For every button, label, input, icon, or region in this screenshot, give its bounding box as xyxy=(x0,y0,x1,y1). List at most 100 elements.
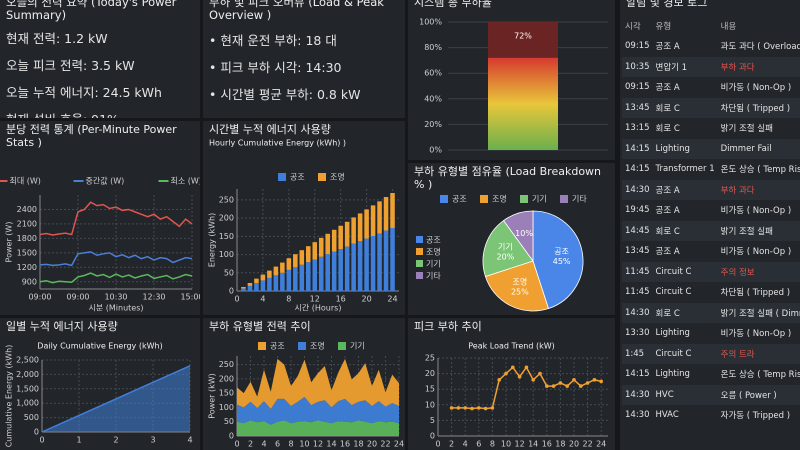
log-cell: 10:35 xyxy=(622,56,653,77)
summary-line: 오늘 피크 전력: 3.5 kW xyxy=(6,58,135,73)
x-tick-label: 20 xyxy=(569,440,579,449)
area-series xyxy=(237,420,399,436)
y-tick-label: 0% xyxy=(429,146,442,155)
slice-label: 25% xyxy=(511,287,529,296)
legend-label: 기기 xyxy=(350,342,365,351)
log-cell: 밝기 조절 실패 ( Dimmer ) xyxy=(717,302,800,323)
point xyxy=(497,378,501,382)
point xyxy=(592,378,597,382)
y-tick-label: 1500 xyxy=(17,248,37,257)
y-tick-label: 250 xyxy=(219,195,234,204)
x-tick-label: 4 xyxy=(260,295,265,304)
point xyxy=(524,365,529,370)
bar-segment xyxy=(273,275,279,291)
x-tick-label: 09:00 xyxy=(66,293,89,302)
log-row: 13:45 공조 A 비가동 ( Non-Op ) xyxy=(622,241,800,262)
slice-category: 조명 xyxy=(512,276,527,286)
bar-segment xyxy=(286,269,292,291)
legend-swatch xyxy=(318,173,326,181)
legend-swatch xyxy=(416,260,423,267)
log-cell: 공조 A xyxy=(655,247,680,258)
bar-segment xyxy=(293,254,298,268)
legend-label: 기기 xyxy=(532,195,547,204)
log-table: 시각 유형 내용 09:15 공조 A 과도 과다 ( Overload ) 10:35 변… xyxy=(622,16,800,426)
y-tick-label: 1,500 xyxy=(16,384,39,393)
log-row: 14:15 Lighting 온도 상승 ( Temp Rise ) xyxy=(622,364,800,385)
panel-title: 부하 유형별 전력 추이 xyxy=(209,320,311,333)
legend-label: 중간값 (W) xyxy=(86,176,125,186)
point xyxy=(504,371,508,376)
panel-title: 분당 전력 통계 (Per-Minute Power Stats ) xyxy=(6,123,177,149)
bar-segment xyxy=(383,230,389,291)
line-series xyxy=(39,251,193,267)
point xyxy=(517,374,522,379)
log-cell: 14:15 xyxy=(625,164,650,175)
chart-panel: 일별 누적 에너지 사용량 Daily Cumulative Energy (kW… xyxy=(0,318,200,450)
bar-segment xyxy=(312,242,318,260)
log-cell: Circuit C xyxy=(655,287,692,298)
overview-lines: • 현재 운전 부하: 18 대 • 피크 부하 시각: 14:30 • 시간별 평… xyxy=(209,30,360,111)
log-row: 13:45 회로 C 차단됨 ( Tripped ) xyxy=(622,97,800,118)
bar-segment xyxy=(364,238,369,291)
slice-category: 기기 xyxy=(498,243,513,252)
log-cell: Transformer 1 xyxy=(655,164,715,175)
bar-segment xyxy=(267,277,272,291)
x-tick-label: 8 xyxy=(288,440,293,449)
y-tick-label: 100 xyxy=(219,250,234,259)
pie-slice xyxy=(532,210,584,310)
chart: 0% 20% 40% 60% 80% 100% 72% xyxy=(419,18,608,155)
log-cell: Lighting xyxy=(655,369,690,380)
log-cell: 14:30 xyxy=(622,302,653,323)
bar-segment xyxy=(383,197,389,231)
overview-panel: 부하 및 피크 오버뷰 (Load & Peak Overview ) • 현재… xyxy=(203,0,405,118)
bar-segment xyxy=(390,227,395,291)
point xyxy=(449,406,454,410)
bar-segment xyxy=(325,254,330,291)
y-tick-label: 15 xyxy=(425,385,435,394)
log-cell: 밝기 조절 실패 xyxy=(717,220,800,241)
legend-swatch xyxy=(520,195,528,203)
log-cell: 09:15 xyxy=(625,82,650,93)
log-row: 13:15 회로 C 밝기 조절 실패 xyxy=(622,118,800,139)
summary-lines: 현재 전력: 1.2 kW 오늘 피크 전력: 3.5 kW 오늘 누적 에너지: … xyxy=(6,28,162,118)
y-tick-label: 5 xyxy=(430,416,435,425)
log-cell: 밝기 조절 실패 xyxy=(720,124,773,135)
legend-label: 기타 xyxy=(572,195,587,204)
panel-title: 부하 유형별 점유율 (Load Breakdown % ) xyxy=(414,165,602,191)
log-row: 14:15 Transformer 1 온도 상승 ( Temp Rise ) xyxy=(622,159,800,180)
panel-title: 일별 누적 에너지 사용량 xyxy=(6,320,118,333)
y-tick-label: 150 xyxy=(219,232,234,241)
panel-title: 시간별 누적 에너지 사용량 xyxy=(209,123,331,136)
log-row: 11:45 Circuit C 주의 정보 xyxy=(622,261,800,282)
slice-label: 45% xyxy=(553,257,571,266)
legend-swatch xyxy=(338,342,346,350)
x-tick-label: 0 xyxy=(435,440,440,449)
bar-segment xyxy=(241,288,246,291)
bar-segment xyxy=(370,205,376,236)
chart: Hourly Cumulative Energy (kWh) ) 0 50 100 15… xyxy=(208,139,399,313)
log-cell: 온도 상승 ( Temp Rise ) xyxy=(720,370,800,381)
chart: 900 1200 1500 1800 2100 2400 09:00 09:00 10:30 12… xyxy=(0,176,201,313)
log-cell: 14:30 xyxy=(622,384,653,405)
log-cell: 회로 C xyxy=(655,124,680,135)
legend-label: 최소 (W) xyxy=(171,176,201,186)
bar-segment xyxy=(357,213,363,242)
log-cell: 13:15 xyxy=(625,123,650,134)
y-tick-label: 1800 xyxy=(17,234,37,243)
bar-segment xyxy=(390,193,395,228)
bar-segment xyxy=(351,243,356,291)
x-tick-label: 10:30 xyxy=(104,293,127,302)
legend-label: 공조 xyxy=(270,342,285,351)
bar-segment xyxy=(280,272,285,291)
x-tick-label: 4 xyxy=(261,440,266,449)
bar-segment xyxy=(299,264,305,291)
legend-swatch xyxy=(258,342,266,350)
bar-segment xyxy=(338,249,343,291)
point xyxy=(531,378,535,382)
line-series xyxy=(39,272,193,284)
x-axis-label: 시분 (Minutes) xyxy=(89,304,144,313)
y-tick-label: 20% xyxy=(424,120,442,129)
